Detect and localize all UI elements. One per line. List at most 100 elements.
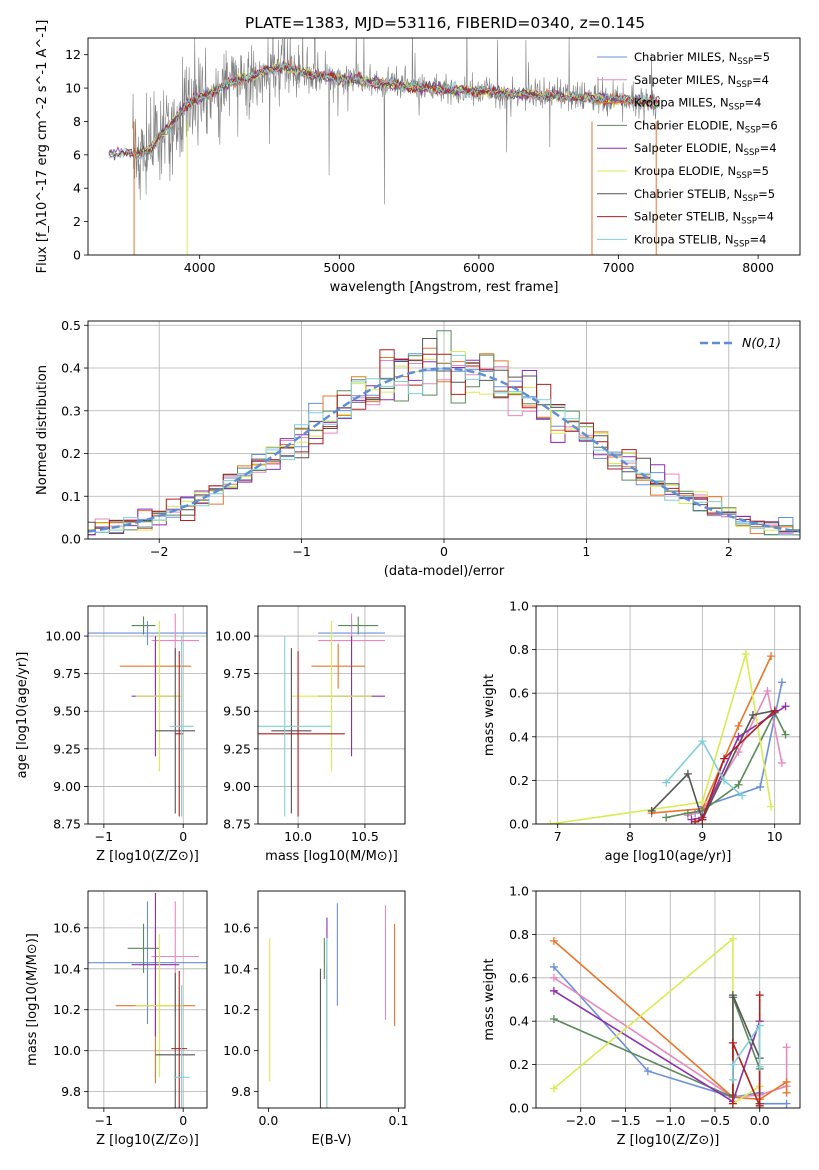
marker-salpeter_elodie [549,986,558,995]
y-tick-label: 0.0 [509,1101,529,1116]
x-tick-label: 5000 [323,260,355,275]
marker-kroupa_stelib [662,778,671,787]
marker-kroupa_elodie [698,798,707,807]
axes-frame [257,890,406,1109]
axes-frame [87,320,801,540]
axes-frame [535,605,801,825]
x-tick-label: 7000 [603,260,635,275]
marker-salpeter_stelib [691,817,700,824]
y-tick-label: 0.2 [509,773,529,788]
marker-salpeter_elodie [781,702,790,711]
panel-mass_vs_Z: −1 0 9.8 10.0 10.2 10.4 10.6 Z [log10(Z/Z⊙)] mas… [25,890,208,1148]
series-salpeter_stelib [694,710,776,823]
plot-area-spectrum [108,38,661,255]
x-tick-label: −2 [150,544,168,559]
marker-salpeter_stelib [698,815,707,824]
y-tick-label: 0.0 [509,817,529,832]
y-tick-label: 4 [73,181,81,196]
y-tick-label: 10.2 [53,1002,81,1017]
y-tick-label: 10.6 [53,920,81,935]
marker-kroupa_stelib [728,1060,737,1069]
x-tick-label: 4000 [184,260,216,275]
y-tick-label: 0.4 [509,729,529,744]
y-axis-label: mass weight [482,958,497,1040]
y-tick-label: 9.75 [223,666,251,681]
legend-label: Chabrier STELIB, NSSP=5 [634,187,775,204]
y-tick-label: 10.6 [223,920,251,935]
marker-kroupa_elodie [728,934,737,943]
marker-salpeter_elodie [734,732,743,741]
y-tick-label: 9.8 [61,1084,81,1099]
x-tick-label: −2.0 [566,1113,596,1128]
y-tick-label: 10 [65,81,81,96]
y-tick-label: 9.00 [53,779,81,794]
marker-kroupa_stelib [720,776,729,785]
x-tick-label: 6000 [463,260,495,275]
y-tick-label: 10.00 [45,629,81,644]
y-tick-label: 0.6 [509,686,529,701]
axes-frame [535,890,801,1109]
y-tick-label: 0.4 [509,1014,529,1029]
x-tick-label: 0 [179,829,187,844]
x-tick-label: −1.5 [610,1113,640,1128]
marker-salpeter_miles [777,758,786,767]
marker-salpeter_stelib [728,1099,737,1108]
marker-chabrier_miles [777,678,786,687]
y-tick-label: 2 [73,214,81,229]
x-axis-label: wavelength [Angstrom, rest frame] [330,280,559,295]
marker-salpeter_miles [782,1043,791,1052]
series-chabrier_elodie [666,711,787,819]
model-kroupa_miles [136,61,661,159]
panel-mass_weight_vs_age: 7 8 9 10 0.0 0.2 0.4 0.6 0.8 1.0 age [log10(age/yr… [482,599,801,864]
y-tick-label: 0.8 [509,642,529,657]
x-axis-label: Z [log10(Z/Z⊙)] [96,1133,199,1148]
y-tick-label: 8 [73,114,81,129]
y-axis-label: Normed distribution [35,365,50,495]
legend-label: Kroupa STELIB, NSSP=4 [634,232,766,249]
marker-chabrier_miles [549,962,558,971]
x-axis-label: E(B-V) [311,1133,351,1148]
figure-title: PLATE=1383, MJD=53116, FIBERID=0340, z=0… [245,14,645,32]
legend-label: Salpeter ELODIE, NSSP=4 [634,141,777,158]
x-tick-label: −1 [95,829,113,844]
marker-kroupa_miles [549,936,558,945]
marker-salpeter_stelib [728,1038,737,1047]
x-tick-label: 8000 [742,260,774,275]
x-tick-label: −1 [292,544,310,559]
histogram-salpeter_stelib [88,349,800,536]
plot-area-mass_vs_EBV [269,903,396,1108]
marker-salpeter_miles [763,687,772,696]
histogram-kroupa_elodie [88,351,800,536]
marker-chabrier_stelib [728,991,737,1000]
marker-kroupa_elodie [741,649,750,658]
x-tick-label: 10.0 [284,829,312,844]
y-tick-label: 1.0 [509,599,529,614]
marker-chabrier_elodie [549,1015,558,1024]
marker-chabrier_elodie [683,809,692,818]
x-tick-label: 0.0 [750,1113,770,1128]
y-tick-label: 0 [73,248,81,263]
legend-label: Kroupa ELODIE, NSSP=5 [634,164,769,181]
y-tick-label: 9.00 [223,779,251,794]
axes-frame [87,605,208,825]
marker-chabrier_miles [756,782,765,791]
marker-chabrier_stelib [647,806,656,815]
y-tick-label: 0.6 [509,970,529,985]
model-chabrier_elodie [136,62,660,159]
y-tick-label: 0.3 [61,403,81,418]
marker-chabrier_miles [643,1067,652,1076]
marker-kroupa_miles [767,652,776,661]
y-tick-label: 10.00 [215,629,251,644]
series-kroupa_elodie [550,653,772,824]
marker-kroupa_elodie [549,1084,558,1093]
x-tick-label: 2 [725,544,733,559]
model-kroupa_stelib [108,62,661,161]
marker-salpeter_stelib [755,1101,764,1108]
x-axis-label: (data-model)/error [384,564,505,579]
y-tick-label: 0.8 [509,927,529,942]
plot-area-age_vs_mass [258,613,385,817]
y-tick-label: 9.25 [223,741,251,756]
y-tick-label: 10.4 [223,961,251,976]
y-tick-label: 6 [73,147,81,162]
